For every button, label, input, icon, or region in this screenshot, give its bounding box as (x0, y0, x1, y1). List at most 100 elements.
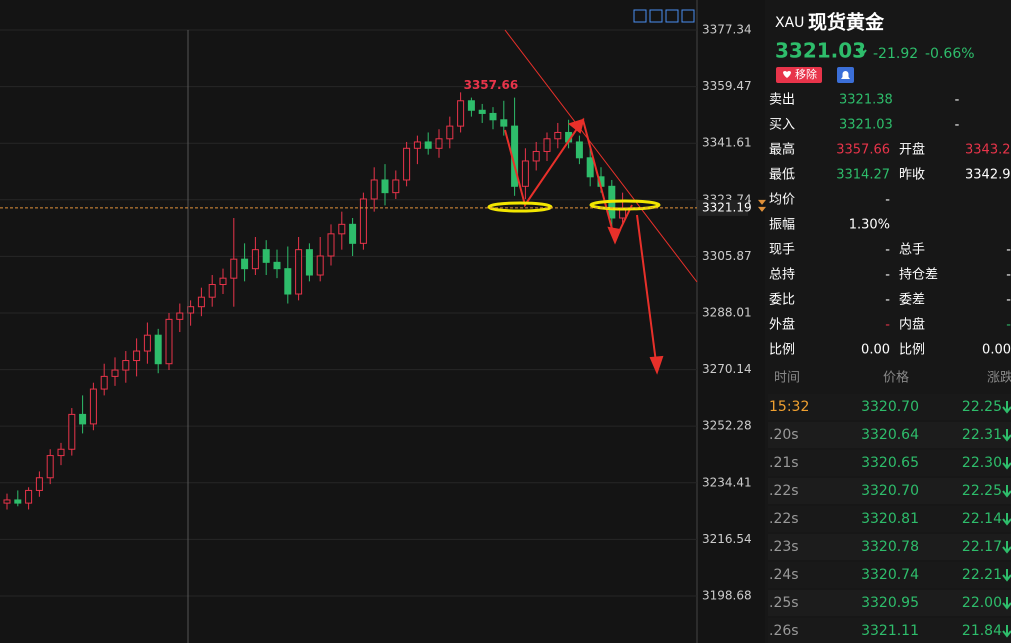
trade-arrow (1002, 569, 1011, 582)
candle-body (532, 150, 540, 162)
quote-value: 3357.66 (836, 143, 890, 158)
quote-label: 比例 (769, 343, 795, 358)
trade-arrow (1002, 401, 1011, 414)
quote-value: - (885, 293, 890, 308)
quote-value: 3343.24 (965, 143, 1011, 158)
trade-price: 3321.11 (861, 623, 919, 639)
quote-label: 开盘 (899, 142, 925, 158)
trade-price: 3320.74 (861, 567, 919, 583)
quote-label: 内盘 (899, 317, 925, 333)
annotations (487, 29, 698, 375)
quote-label: 持仓差 (899, 268, 938, 283)
candle-body (305, 249, 313, 276)
trade-row-bg (768, 506, 1011, 532)
candle-body (370, 179, 378, 200)
trade-arrow (1002, 485, 1011, 498)
quote-value: - (885, 268, 890, 283)
quote-label: 外盘 (769, 317, 795, 333)
trade-time: .22s (769, 511, 799, 527)
trade-time: 15:32 (769, 399, 809, 415)
instrument-name: 现货黄金 (808, 11, 885, 34)
quote-value: 1.30% (849, 218, 890, 233)
quote-label: 委比 (769, 293, 795, 308)
quote-label: 卖出 (769, 93, 795, 108)
candle-body (284, 268, 292, 295)
quote-value: 3321.38 (839, 93, 893, 108)
trade-change: 22.00 (962, 595, 1002, 611)
quote-label: 总持 (769, 268, 795, 283)
trade-column-header: 涨跌 (987, 370, 1011, 386)
trade-change: 22.31 (962, 427, 1002, 443)
quote-label: 买入 (769, 118, 795, 133)
candle-body (176, 312, 184, 320)
candle-body (338, 223, 346, 235)
trade-change: 22.25 (962, 483, 1002, 499)
candle-body (273, 261, 281, 270)
trade-time: .26s (769, 623, 799, 639)
trade-time: .25s (769, 595, 799, 611)
trade-arrow (1002, 429, 1011, 442)
candle-body (435, 138, 443, 149)
trade-change: 22.17 (962, 539, 1002, 555)
quote-value: - (955, 118, 960, 133)
candle-body (500, 119, 508, 127)
candle-body (489, 112, 497, 121)
trade-row-bg (768, 394, 1011, 420)
candle-body (467, 100, 475, 111)
y-tick-label: 3270.14 (702, 362, 752, 376)
last-price: 3321.03 (775, 39, 866, 63)
trade-time: .20s (769, 427, 799, 443)
trade-time: .22s (769, 483, 799, 499)
trade-arrow (1002, 625, 1011, 638)
trade-arrow (1002, 457, 1011, 470)
quote-value: - (955, 93, 960, 108)
quote-value: - (885, 318, 890, 333)
down-arrow (857, 44, 867, 57)
trade-change: 22.30 (962, 455, 1002, 471)
toolbar-icons[interactable] (633, 9, 695, 23)
trade-change: 21.84 (962, 623, 1002, 639)
candle-body (208, 284, 216, 298)
candle-body (262, 249, 270, 263)
remove-button[interactable]: 移除 (776, 67, 822, 83)
candle-body (133, 350, 141, 362)
trade-price: 3320.70 (861, 399, 919, 415)
trade-arrow (1002, 513, 1011, 526)
y-tick-label: 3341.61 (702, 136, 752, 150)
trade-row-bg (768, 478, 1011, 504)
quote-value: - (1006, 243, 1011, 258)
change: -21.92 (873, 46, 918, 62)
candle-body (57, 448, 65, 457)
alert-button[interactable] (837, 67, 854, 83)
trade-change: 22.21 (962, 567, 1002, 583)
candle-body (392, 179, 400, 194)
change-pct: -0.66% (925, 46, 975, 62)
quote-label: 现手 (769, 243, 795, 258)
y-tick-label: 3305.87 (702, 249, 752, 263)
candle-body (446, 125, 454, 140)
trade-row-bg (768, 534, 1011, 560)
candle-body (478, 109, 486, 114)
candle-body (3, 499, 11, 504)
trade-arrow (1002, 541, 1011, 554)
quote-label: 均价 (769, 193, 795, 208)
candle-body (251, 249, 259, 270)
quote-value: 3314.27 (836, 168, 890, 183)
remove-label[interactable]: 移除 (795, 67, 817, 81)
candle-body (403, 147, 411, 181)
symbol: XAU (775, 15, 804, 31)
candle-body (122, 360, 130, 371)
quote-value: 3321.03 (839, 118, 893, 133)
y-tick-label: 3216.54 (702, 532, 752, 546)
candle-body (327, 233, 335, 257)
y-tick-label: 3359.47 (702, 79, 752, 93)
trade-price: 3320.78 (861, 539, 919, 555)
trade-change: 22.25 (962, 399, 1002, 415)
quote-label: 昨收 (899, 168, 925, 183)
quote-value: - (885, 193, 890, 208)
candle-body (25, 489, 33, 504)
trade-column-header: 时间 (774, 371, 800, 386)
quote-label: 总手 (899, 243, 925, 258)
trade-row-bg (768, 590, 1011, 616)
candle-body (349, 223, 357, 244)
